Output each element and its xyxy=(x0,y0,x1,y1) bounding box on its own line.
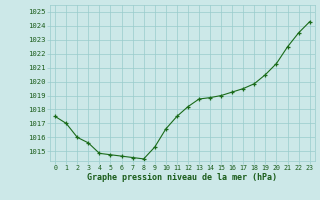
X-axis label: Graphe pression niveau de la mer (hPa): Graphe pression niveau de la mer (hPa) xyxy=(87,173,277,182)
